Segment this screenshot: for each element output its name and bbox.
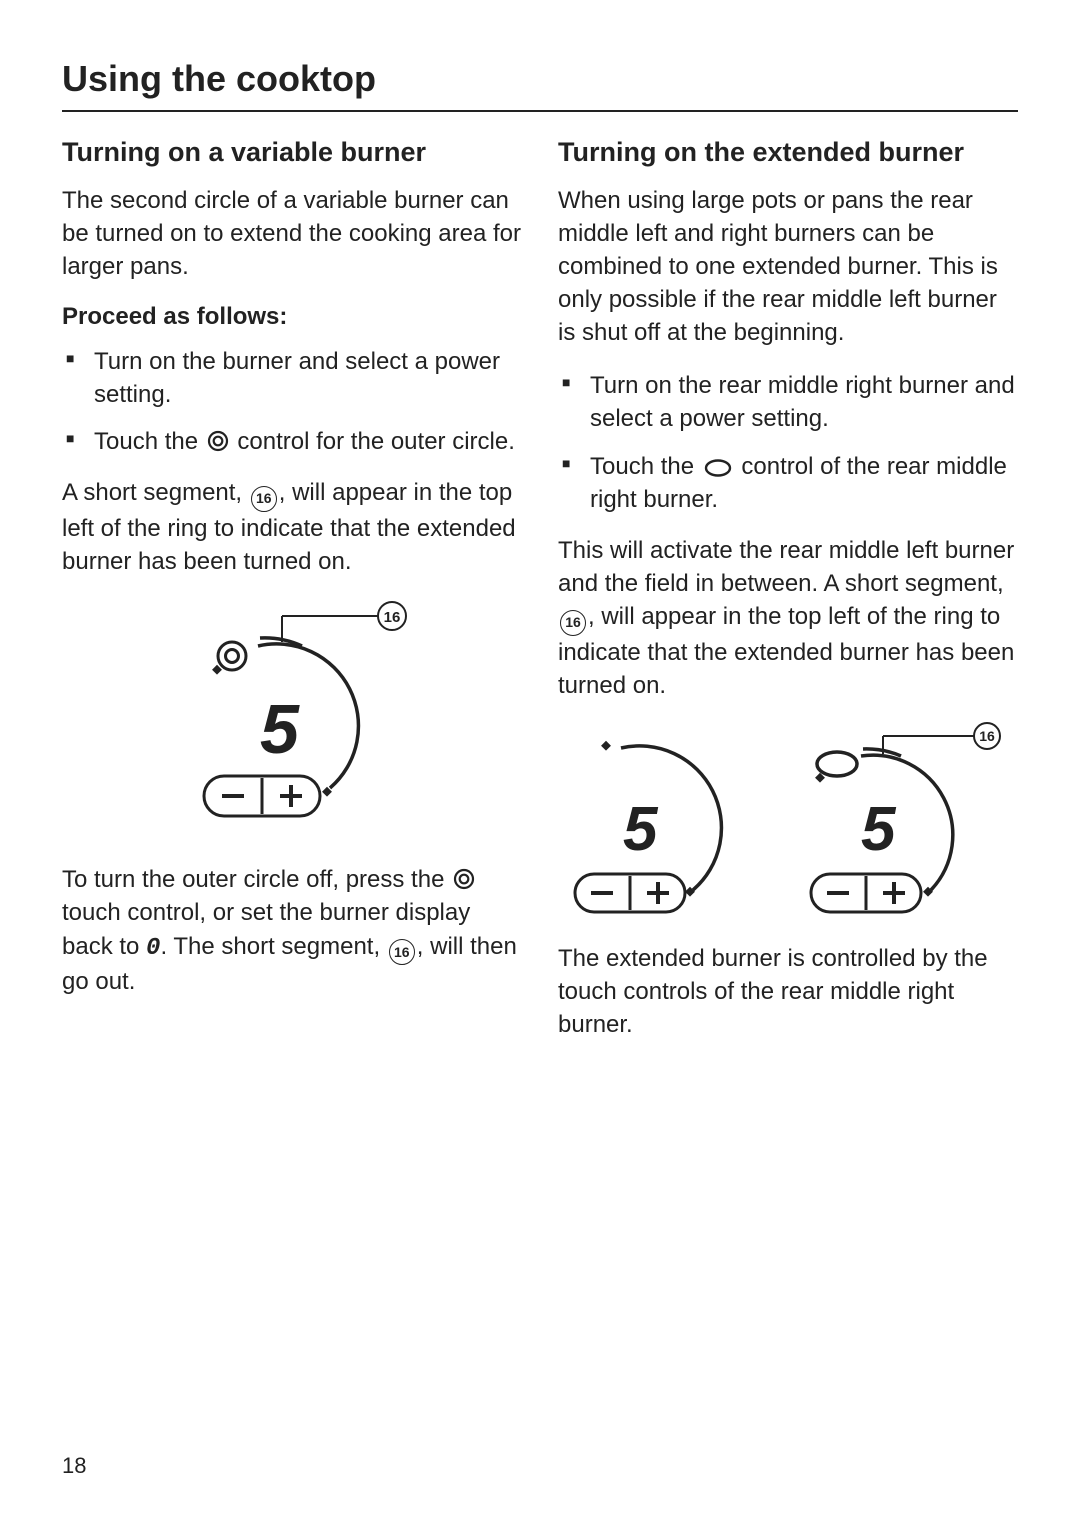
title-rule <box>62 110 1018 112</box>
list-item: Turn on the burner and select a power se… <box>62 345 522 411</box>
right-intro: When using large pots or pans the rear m… <box>558 184 1018 350</box>
double-circle-icon <box>207 430 229 452</box>
double-circle-icon <box>453 868 475 890</box>
callout-16-icon: 16 <box>560 610 586 636</box>
para-text: A short segment, <box>62 479 249 506</box>
page-number: 18 <box>62 1453 86 1479</box>
left-column: Turning on a variable burner The second … <box>62 136 522 1061</box>
right-figure: 5 16 <box>558 722 1018 922</box>
left-intro: The second circle of a variable burner c… <box>62 184 522 283</box>
callout-16-icon: 16 <box>251 486 277 512</box>
burner-diagram: 16 5 <box>162 598 422 828</box>
right-section-title: Turning on the extended burner <box>558 136 1018 170</box>
burner-diagram-left: 5 <box>563 722 743 922</box>
left-bullet-list: Turn on the burner and select a power se… <box>62 345 522 458</box>
left-section-title: Turning on a variable burner <box>62 136 522 170</box>
display-value: 5 <box>861 795 897 864</box>
right-tail-para: The extended burner is controlled by the… <box>558 942 1018 1041</box>
para-text: , will appear in the top left of the rin… <box>558 603 1014 699</box>
para-text: . The short segment, <box>160 933 386 960</box>
callout-label: 16 <box>384 609 401 626</box>
right-bullet-list: Turn on the rear middle right burner and… <box>558 369 1018 515</box>
para-text: This will activate the rear middle left … <box>558 537 1014 597</box>
list-item-text: Touch the <box>94 428 205 455</box>
burner-diagram-right: 16 5 <box>783 722 1013 922</box>
left-segment-para: A short segment, 16, will appear in the … <box>62 476 522 578</box>
page-title: Using the cooktop <box>62 58 1018 100</box>
list-item: Turn on the rear middle right burner and… <box>558 369 1018 435</box>
columns: Turning on a variable burner The second … <box>62 136 1018 1061</box>
right-column: Turning on the extended burner When usin… <box>558 136 1018 1061</box>
list-item: Touch the control for the outer circle. <box>62 425 522 458</box>
zero-glyph: 0 <box>146 935 160 962</box>
right-segment-para: This will activate the rear middle left … <box>558 534 1018 702</box>
oval-icon <box>703 458 733 478</box>
list-item-text: control for the outer circle. <box>231 428 515 455</box>
list-item: Touch the control of the rear middle rig… <box>558 450 1018 516</box>
list-item-text: Touch the <box>590 453 701 480</box>
callout-16-icon: 16 <box>389 939 415 965</box>
left-figure: 16 5 <box>62 598 522 833</box>
left-subhead: Proceed as follows: <box>62 303 522 331</box>
para-text: To turn the outer circle off, press the <box>62 866 451 893</box>
callout-label: 16 <box>979 728 995 744</box>
left-tail-para: To turn the outer circle off, press the … <box>62 863 522 998</box>
display-value: 5 <box>623 795 659 864</box>
display-value: 5 <box>260 690 300 768</box>
